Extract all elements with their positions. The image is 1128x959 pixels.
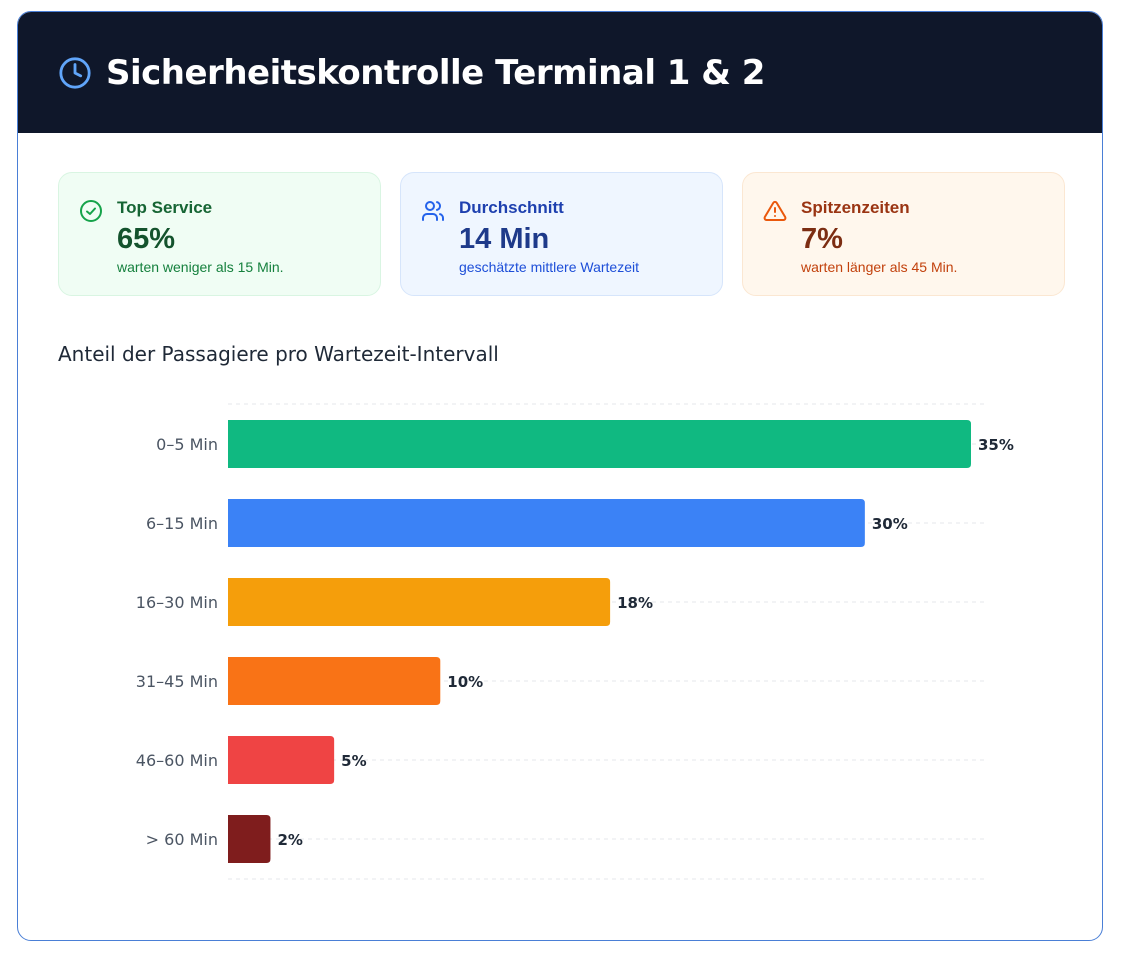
category-label: 6–15 Min (146, 514, 218, 533)
page-title: Sicherheitskontrolle Terminal 1 & 2 (106, 52, 765, 93)
bar (228, 578, 611, 626)
stats-row: Top Service 65% warten weniger als 15 Mi… (58, 172, 1065, 296)
header: Sicherheitskontrolle Terminal 1 & 2 (18, 12, 1102, 133)
users-icon (422, 201, 444, 221)
stat-label: Top Service (117, 198, 213, 217)
clock-icon (59, 56, 91, 89)
data-label: 2% (277, 831, 302, 849)
bar (228, 657, 441, 705)
stat-description: warten weniger als 15 Min. (117, 259, 284, 275)
bar (228, 815, 271, 863)
stat-card-top-service: Top Service 65% warten weniger als 15 Mi… (58, 172, 381, 296)
check-circle-icon (80, 200, 102, 222)
data-label: 18% (617, 594, 653, 612)
bar (228, 736, 335, 784)
data-label: 35% (978, 436, 1014, 454)
warning-icon (763, 200, 787, 221)
data-label: 30% (872, 515, 908, 533)
category-label: 46–60 Min (136, 751, 218, 770)
bar (228, 499, 865, 547)
stat-value: 65% (117, 223, 176, 255)
stat-label: Durchschnitt (459, 198, 564, 217)
stat-value: 14 Min (459, 223, 550, 255)
bar-chart: 0–5 Min 35% 6–15 Min 30% 16–30 Min 18% 31–45 M… (136, 403, 1014, 880)
stat-label: Spitzenzeiten (801, 198, 910, 217)
stat-value: 7% (801, 223, 843, 255)
data-label: 10% (447, 673, 483, 691)
stat-description: geschätzte mittlere Wartezeit (459, 259, 639, 275)
stat-card-average: Durchschnitt 14 Min geschätzte mittlere … (400, 172, 723, 296)
category-label: 16–30 Min (136, 593, 218, 612)
category-label: 0–5 Min (156, 435, 218, 454)
dashboard-card: Sicherheitskontrolle Terminal 1 & 2 Top … (17, 11, 1103, 941)
stat-card-peak-times: Spitzenzeiten 7% warten länger als 45 Mi… (742, 172, 1065, 296)
data-label: 5% (341, 752, 366, 770)
chart-title: Anteil der Passagiere pro Wartezeit-Inte… (58, 342, 499, 366)
bar (228, 420, 971, 468)
category-label: > 60 Min (146, 830, 218, 849)
stat-description: warten länger als 45 Min. (801, 259, 958, 275)
category-label: 31–45 Min (136, 672, 218, 691)
